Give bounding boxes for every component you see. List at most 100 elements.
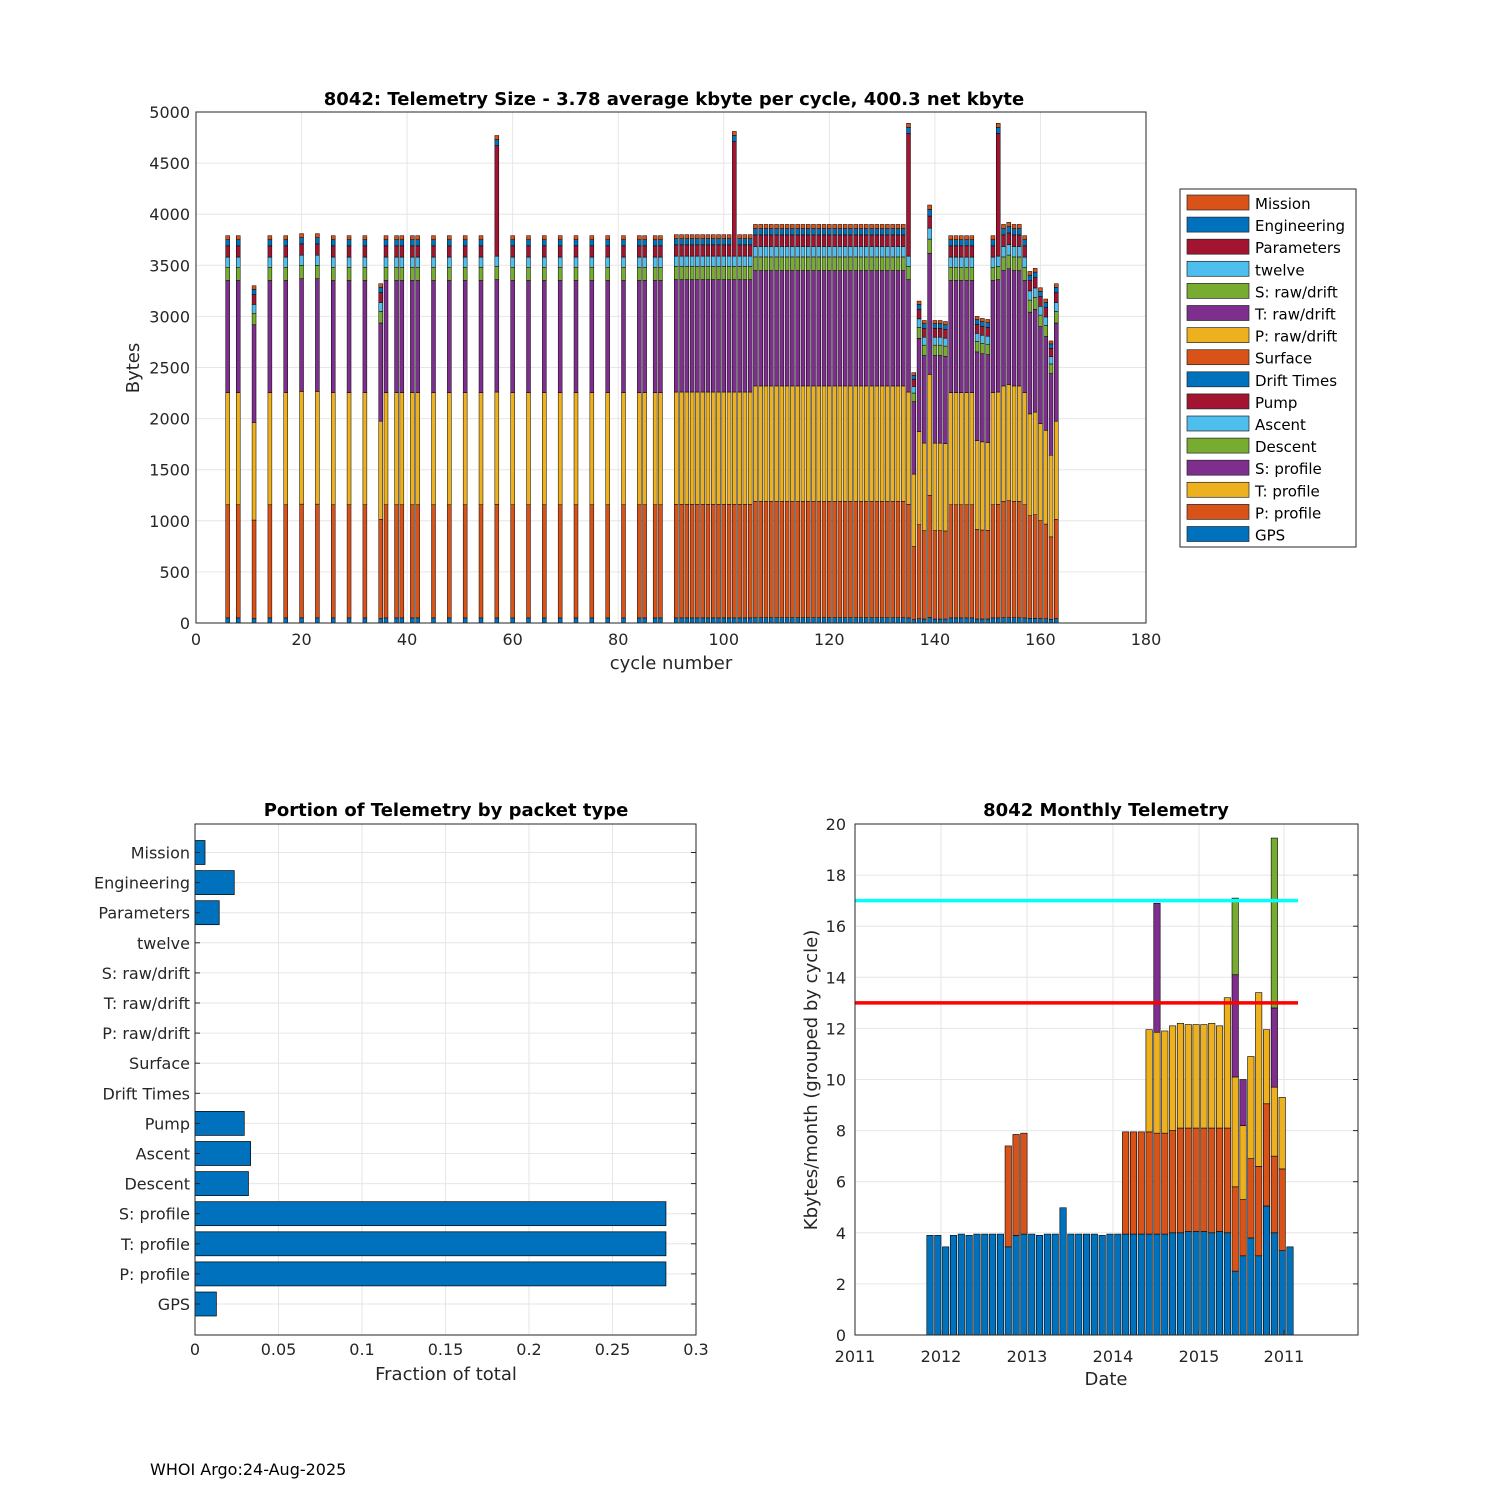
bar-segment-engineering xyxy=(974,319,980,325)
monthly-bar-segment xyxy=(1263,1029,1271,1105)
bar-segment-pump xyxy=(1001,234,1006,247)
bar-p-profile xyxy=(194,1261,667,1287)
bar-s-profile xyxy=(194,1201,667,1227)
bar-segment-ascent xyxy=(911,386,917,394)
bar-segment-t-profile xyxy=(689,391,695,505)
legend-swatch xyxy=(1186,349,1250,366)
monthly-bar-segment xyxy=(1067,1233,1075,1336)
bar-segment-mission xyxy=(900,224,906,229)
bar-segment-descent xyxy=(890,256,895,271)
bar-segment-engineering xyxy=(864,228,869,236)
monthly-bar-segment xyxy=(1036,1235,1044,1336)
bar-segment-engineering xyxy=(985,322,990,328)
bar-segment-mission xyxy=(721,234,727,239)
bar-segment-t-profile xyxy=(784,385,790,502)
bar-segment-p-profile xyxy=(922,530,927,620)
bar-segment-pump xyxy=(415,245,420,258)
bar-segment-t-profile xyxy=(985,442,990,531)
bar-segment-s-profile xyxy=(510,280,515,393)
bar-segment-p-profile xyxy=(832,501,837,619)
monthly-bar-segment xyxy=(1145,1233,1153,1336)
bar-segment-ascent xyxy=(1032,287,1038,298)
monthly-bar-segment xyxy=(1270,1007,1278,1088)
bar-segment-ascent xyxy=(726,255,732,267)
bar-segment-pump xyxy=(995,133,1001,257)
bar-segment-p-profile xyxy=(378,519,383,619)
bar-segment-p-profile xyxy=(916,524,922,620)
bar-segment-pump xyxy=(362,245,368,258)
bar-segment-engineering xyxy=(299,237,304,245)
monthly-bar-segment xyxy=(1231,1186,1239,1272)
bar-segment-pump xyxy=(1048,348,1054,357)
monthly-bar-segment xyxy=(1137,1131,1145,1235)
bar-segment-mission xyxy=(1022,235,1027,240)
bar-segment-descent xyxy=(716,266,721,280)
bar-segment-descent xyxy=(684,266,690,280)
bar-segment-gps xyxy=(652,617,658,624)
bar-segment-engineering xyxy=(251,289,257,295)
bar-segment-ascent xyxy=(784,246,790,258)
bar-segment-pump xyxy=(399,245,405,258)
bar-segment-t-profile xyxy=(684,391,690,505)
monthly-bar-segment xyxy=(1208,1232,1216,1336)
bar-segment-p-profile xyxy=(346,504,352,619)
bar-segment-gps xyxy=(674,617,679,624)
bar-segment-descent xyxy=(937,344,943,356)
bar-segment-pump xyxy=(1022,245,1027,258)
bar-segment-ascent xyxy=(1043,316,1048,326)
bar-segment-pump xyxy=(721,244,727,257)
bar-segment-ascent xyxy=(879,246,885,258)
bar-segment-ascent xyxy=(1017,246,1022,258)
bar-segment-ascent xyxy=(927,227,932,240)
bar-segment-descent xyxy=(383,267,389,281)
telemetry-size-ticks: 0 20 40 60 80 100 120 140 160 180 0 500 1000 1500 2000… xyxy=(149,103,1161,649)
bar-segment-descent xyxy=(732,266,737,280)
bar-segment-gps xyxy=(410,617,415,624)
bar-segment-gps xyxy=(726,617,732,624)
bar-segment-engineering xyxy=(283,239,288,247)
bar-segment-pump xyxy=(848,234,853,247)
bar-segment-ascent xyxy=(800,246,806,258)
monthly-bar-segment xyxy=(1184,1231,1192,1336)
bar-segment-descent xyxy=(1048,363,1054,374)
bar-segment-s-profile xyxy=(621,280,626,393)
bar-segment-mission xyxy=(774,224,779,229)
bar-segment-pump xyxy=(726,244,732,257)
bar-segment-engineering xyxy=(399,239,405,247)
bar-segment-descent xyxy=(980,343,985,354)
bar-segment-descent xyxy=(431,267,436,281)
bar-segment-engineering xyxy=(879,228,885,236)
bar-segment-p-profile xyxy=(742,504,748,619)
bar-segment-engineering xyxy=(990,239,996,247)
bar-segment-pump xyxy=(1038,296,1043,307)
bar-segment-p-profile xyxy=(869,501,874,619)
bar-segment-s-profile xyxy=(890,270,895,387)
bar-segment-ascent xyxy=(689,255,695,267)
bar-segment-mission xyxy=(695,234,700,239)
monthly-bar-segment xyxy=(1161,1030,1169,1134)
bar-segment-pump xyxy=(805,234,811,247)
bar-segment-pump xyxy=(674,244,679,257)
x-tick-label: 120 xyxy=(814,630,845,649)
bar-segment-s-profile xyxy=(853,270,858,387)
bar-segment-p-profile xyxy=(811,501,816,619)
bar-segment-ascent xyxy=(737,255,742,267)
bar-segment-descent xyxy=(362,267,368,281)
bar-segment-descent xyxy=(510,267,515,281)
bar-segment-ascent xyxy=(573,256,579,268)
bar-segment-p-profile xyxy=(1006,500,1012,618)
bar-segment-gps xyxy=(235,617,241,624)
portion-ticks: 0 0.05 0.1 0.15 0.2 0.25 0.3 Mission Engineering… xyxy=(94,844,709,1360)
legend-label: Engineering xyxy=(1255,217,1345,235)
monthly-bar-segment xyxy=(1137,1233,1145,1336)
bar-segment-ascent xyxy=(251,304,257,314)
bar-segment-pump xyxy=(948,245,953,258)
bar-segment-pump xyxy=(658,245,663,258)
bar-segment-p-profile xyxy=(974,529,980,620)
bar-segment-descent xyxy=(652,267,658,281)
bar-segment-descent xyxy=(974,341,980,353)
bar-segment-t-profile xyxy=(900,385,906,502)
bar-segment-engineering xyxy=(742,238,748,246)
bar-segment-engineering xyxy=(848,228,853,236)
bar-segment-t-profile xyxy=(895,385,901,502)
